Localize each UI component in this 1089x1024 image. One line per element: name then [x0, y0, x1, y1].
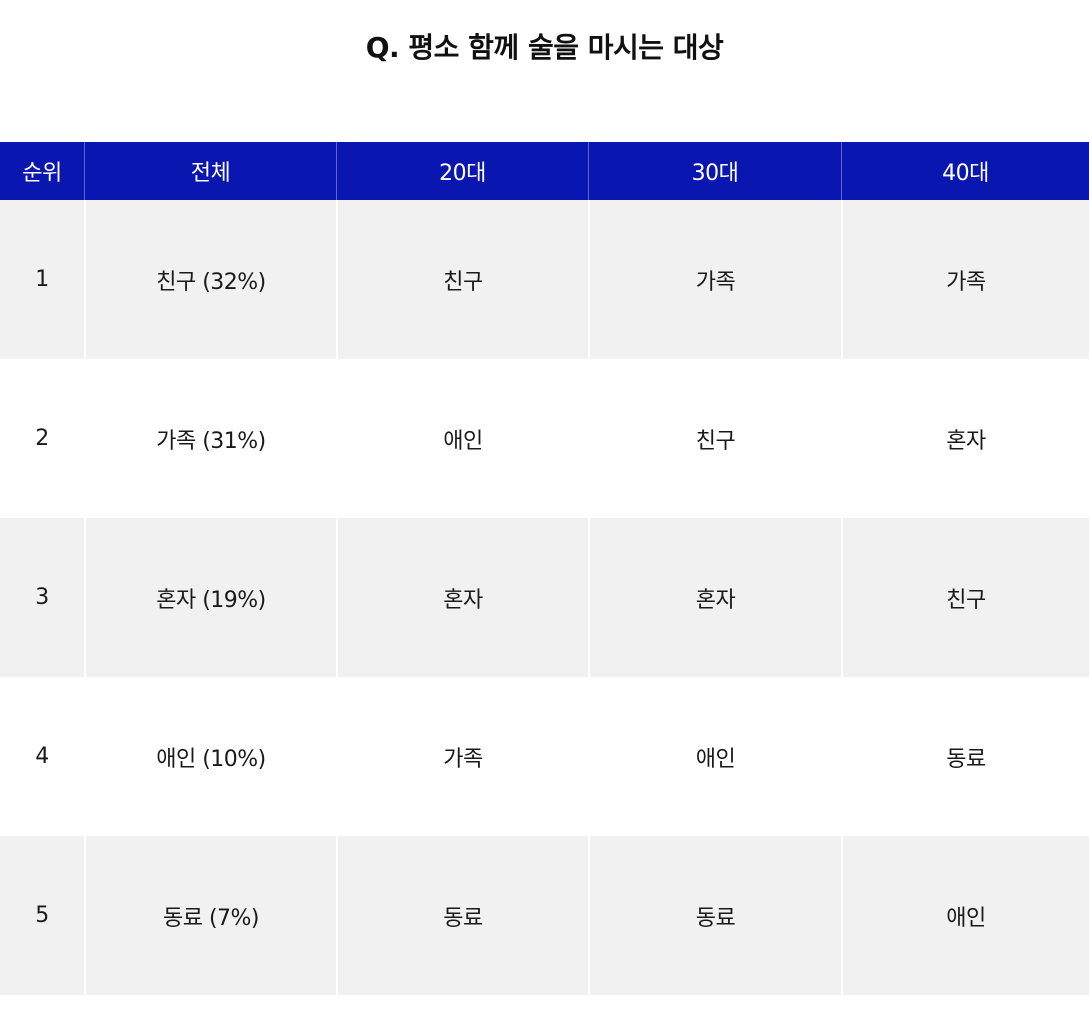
header-30s: 30대 — [588, 142, 841, 200]
cell-rank: 2 — [35, 426, 49, 451]
ranking-table: 순위 전체 20대 30대 40대 1 친구 (32%) 친구 가족 가족 2 … — [0, 142, 1089, 995]
cell-all: 친구 (32%) — [84, 200, 336, 359]
cell-20s: 가족 — [336, 677, 588, 836]
cell-all: 가족 (31%) — [84, 359, 336, 518]
cell-30s: 혼자 — [588, 518, 841, 677]
cell-20s: 동료 — [336, 836, 588, 995]
cell-40s: 동료 — [841, 677, 1089, 836]
cell-40s: 애인 — [841, 836, 1089, 995]
header-rank: 순위 — [22, 161, 62, 186]
cell-30s: 친구 — [588, 359, 841, 518]
table-row: 4 애인 (10%) 가족 애인 동료 — [0, 677, 1089, 836]
cell-30s: 가족 — [588, 200, 841, 359]
header-20s: 20대 — [336, 142, 588, 200]
table-row: 2 가족 (31%) 애인 친구 혼자 — [0, 359, 1089, 518]
cell-all: 애인 (10%) — [84, 677, 336, 836]
table-row: 5 동료 (7%) 동료 동료 애인 — [0, 836, 1089, 995]
header-40s: 40대 — [841, 142, 1089, 200]
cell-40s: 혼자 — [841, 359, 1089, 518]
table-header-row: 순위 전체 20대 30대 40대 — [0, 142, 1089, 200]
cell-all: 동료 (7%) — [84, 836, 336, 995]
cell-rank: 5 — [35, 903, 49, 928]
cell-40s: 가족 — [841, 200, 1089, 359]
table-row: 1 친구 (32%) 친구 가족 가족 — [0, 200, 1089, 359]
page-title: Q. 평소 함께 술을 마시는 대상 — [365, 31, 724, 64]
cell-40s: 친구 — [841, 518, 1089, 677]
cell-30s: 애인 — [588, 677, 841, 836]
cell-rank: 1 — [35, 267, 49, 292]
cell-30s: 동료 — [588, 836, 841, 995]
cell-20s: 애인 — [336, 359, 588, 518]
cell-20s: 친구 — [336, 200, 588, 359]
cell-20s: 혼자 — [336, 518, 588, 677]
header-all: 전체 — [84, 142, 336, 200]
table-row: 3 혼자 (19%) 혼자 혼자 친구 — [0, 518, 1089, 677]
cell-rank: 4 — [35, 744, 49, 769]
cell-rank: 3 — [35, 585, 49, 610]
cell-all: 혼자 (19%) — [84, 518, 336, 677]
